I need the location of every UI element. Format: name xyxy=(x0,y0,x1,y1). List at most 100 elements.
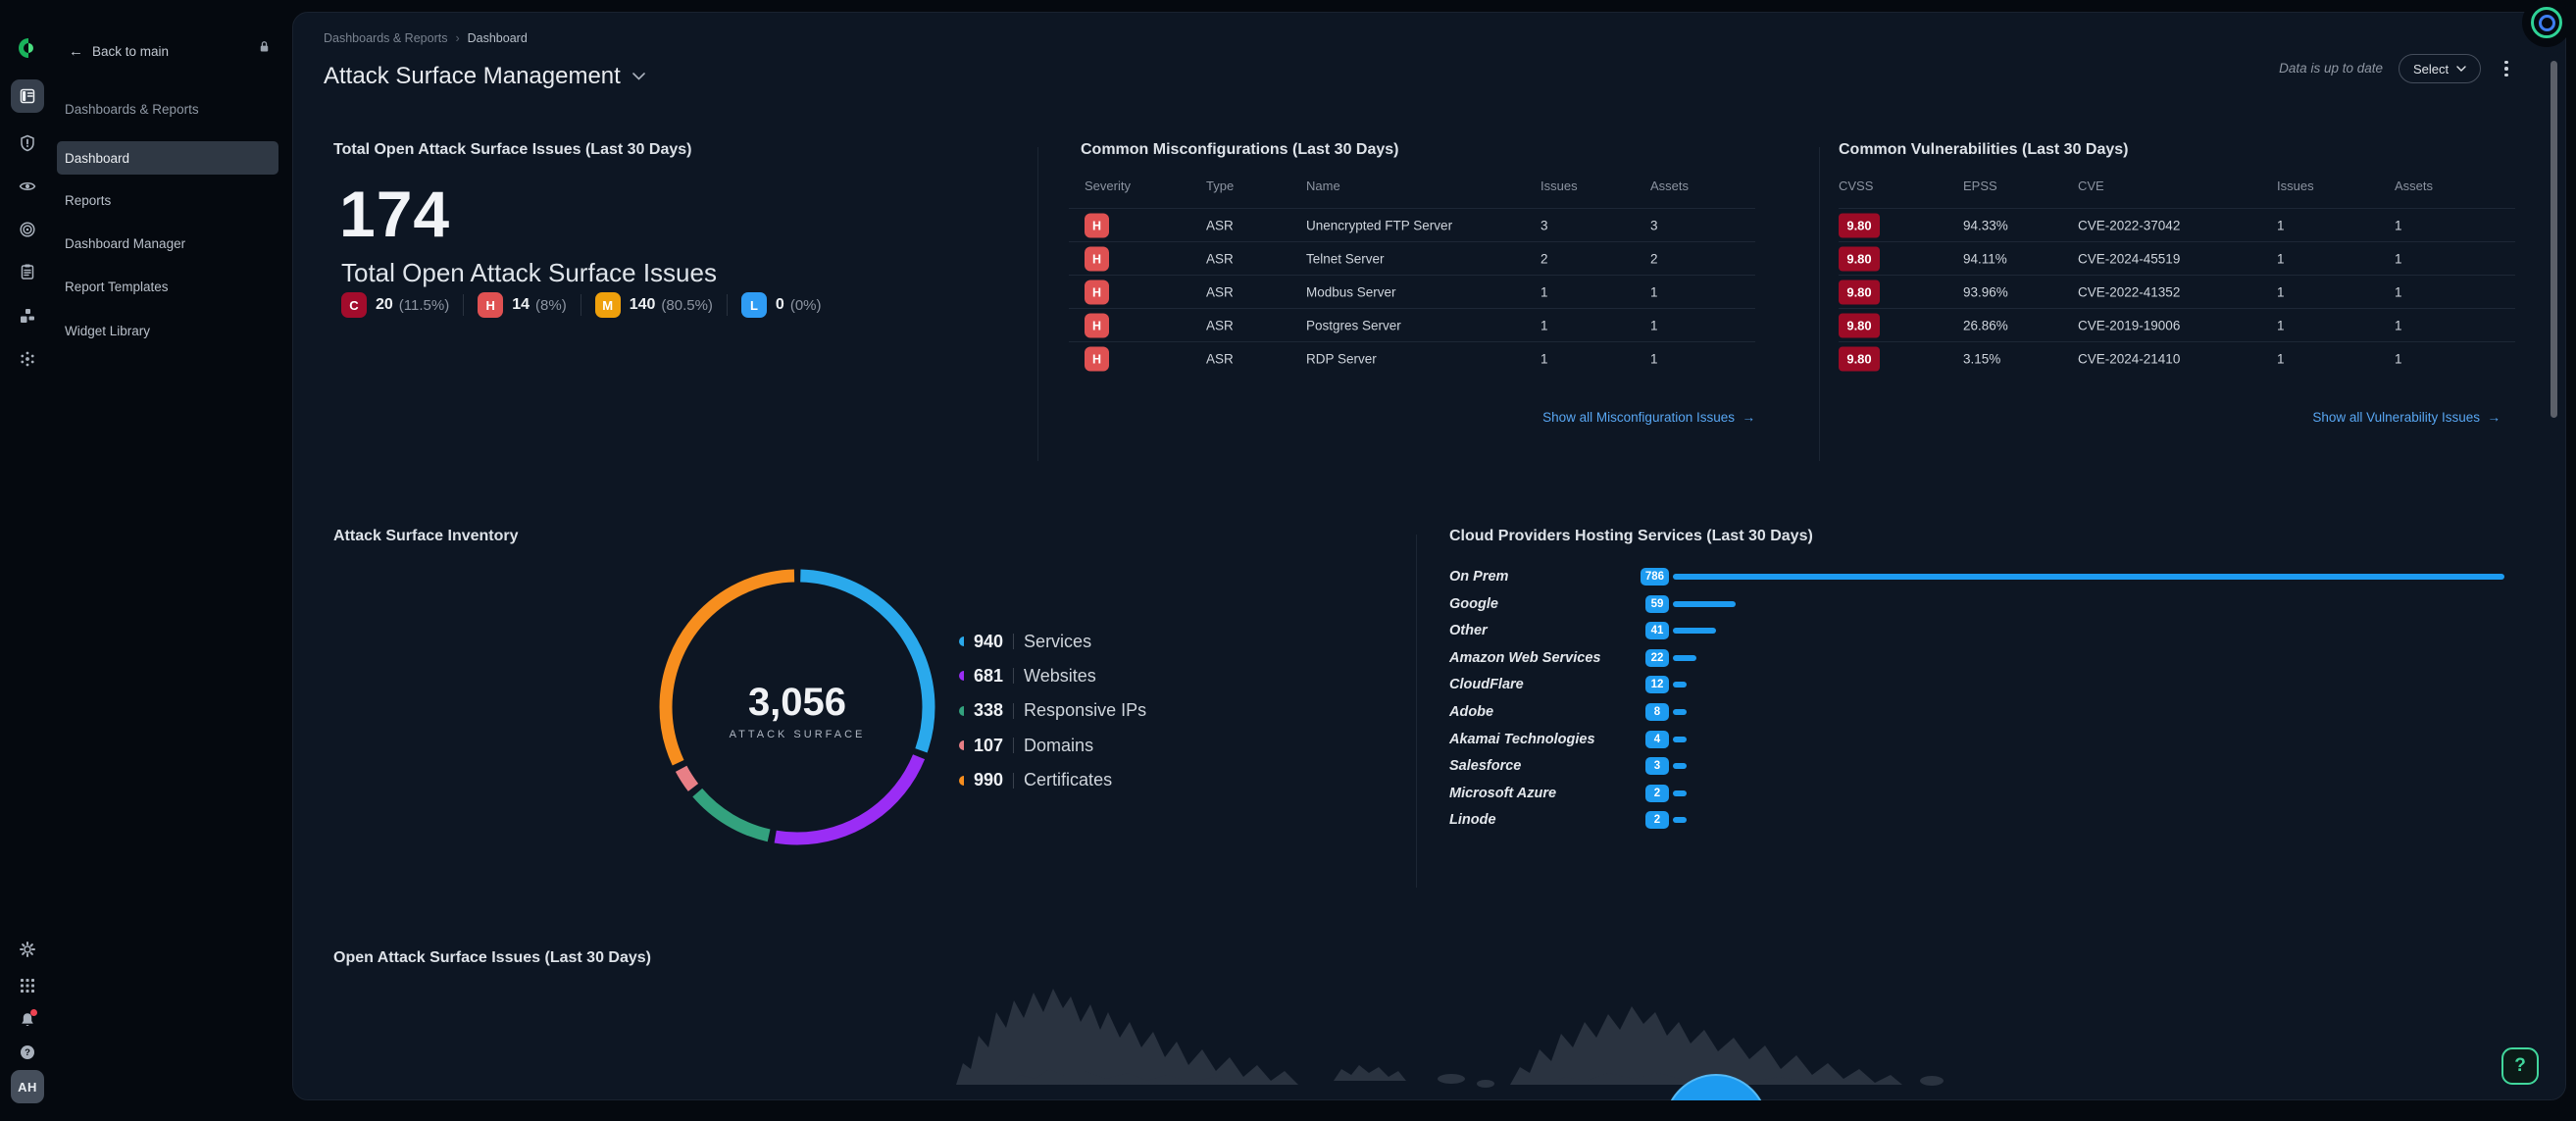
column-header: Issues xyxy=(1541,178,1578,193)
severity-badge: H xyxy=(1085,280,1109,305)
table-cell: 1 xyxy=(1541,284,1548,300)
legend-marker xyxy=(959,740,964,751)
notification-dot xyxy=(30,1009,37,1016)
rail-item-help-circle[interactable]: ? xyxy=(11,1036,44,1069)
scrollbar[interactable] xyxy=(2551,61,2557,418)
rail-item-gear[interactable] xyxy=(11,933,44,966)
back-to-main-link[interactable]: ← Back to main xyxy=(69,43,169,60)
table-row[interactable]: 9.80 94.33% CVE-2022-37042 1 1 xyxy=(1839,208,2515,242)
table-cell: 1 xyxy=(2277,284,2285,300)
cloud-provider-bar xyxy=(1673,600,1736,607)
cloud-provider-bar xyxy=(1673,790,1687,796)
donut-segment-certificates xyxy=(659,569,935,845)
table-cell: ASR xyxy=(1206,351,1234,367)
table-cell: 94.33% xyxy=(1963,218,2008,233)
help-circle-icon: ? xyxy=(19,1044,36,1061)
map-heading: Open Attack Surface Issues (Last 30 Days… xyxy=(333,949,651,966)
more-options-button[interactable] xyxy=(2498,57,2515,80)
rail-item-shield-alert[interactable] xyxy=(11,127,44,160)
sidebar-item-dashboard-manager[interactable]: Dashboard Manager xyxy=(57,227,278,260)
severity-badge: 9.80 xyxy=(1839,313,1880,338)
legend-value: 681 xyxy=(974,665,1004,686)
table-cell: 26.86% xyxy=(1963,318,2008,333)
table-row[interactable]: 9.80 93.96% CVE-2022-41352 1 1 xyxy=(1839,275,2515,309)
cloud-provider-row: Microsoft Azure 2 xyxy=(1449,781,2528,806)
sidebar-item-widget-library[interactable]: Widget Library xyxy=(57,314,278,347)
cloud-provider-count: 2 xyxy=(1645,811,1669,830)
cloud-provider-bar xyxy=(1673,682,1687,688)
gear-icon xyxy=(19,941,36,958)
legend-item-services: 940 Services xyxy=(959,628,1091,655)
help-button[interactable]: ? xyxy=(2501,1047,2539,1085)
cloud-provider-count: 4 xyxy=(1645,730,1669,748)
arrow-right-icon: → xyxy=(1742,410,1756,425)
rail-item-bell[interactable] xyxy=(11,1003,44,1037)
cloud-provider-count: 22 xyxy=(1645,648,1669,667)
rail-item-target[interactable] xyxy=(11,213,44,246)
sidebar-item-label: Dashboard xyxy=(65,150,130,166)
dashboard-title-dropdown[interactable]: Attack Surface Management xyxy=(324,63,645,90)
severity-badge: H xyxy=(1085,346,1109,372)
back-label: Back to main xyxy=(92,44,170,59)
table-cell: CVE-2024-21410 xyxy=(2078,351,2181,367)
rail-item-eye[interactable] xyxy=(11,170,44,203)
rail-item-apps-grid[interactable] xyxy=(11,969,44,1002)
cloud-provider-count: 41 xyxy=(1645,622,1669,640)
legend-value: 107 xyxy=(974,735,1004,755)
table-row[interactable]: 9.80 3.15% CVE-2024-21410 1 1 xyxy=(1839,341,2515,376)
severity-count: 0 xyxy=(775,296,784,313)
donut-center-value: 3,056 xyxy=(747,681,847,724)
table-row[interactable]: H ASR Postgres Server 1 1 xyxy=(1069,308,1755,342)
rail-item-network[interactable] xyxy=(11,342,44,376)
app-logo[interactable] xyxy=(17,36,40,60)
show-all-vulns-link[interactable]: Show all Vulnerability Issues → xyxy=(2312,410,2500,425)
severity-chip-l: L xyxy=(740,292,767,318)
severity-count: 14 xyxy=(512,296,530,313)
misconfig-section: Common Misconfigurations (Last 30 Days) … xyxy=(1069,137,1755,461)
select-dropdown[interactable]: Select xyxy=(2399,54,2482,83)
severity-percent: (80.5%) xyxy=(661,296,713,314)
show-all-misconfig-link[interactable]: Show all Misconfiguration Issues → xyxy=(1542,410,1755,425)
breadcrumb-item[interactable]: Dashboards & Reports xyxy=(324,31,448,45)
cloud-heading: Cloud Providers Hosting Services (Last 3… xyxy=(1449,528,1813,544)
legend-value: 940 xyxy=(974,631,1004,651)
chip-separator xyxy=(726,294,728,316)
severity-percent: (8%) xyxy=(535,296,567,314)
table-cell: RDP Server xyxy=(1306,351,1377,367)
section-divider xyxy=(1819,147,1820,461)
table-row[interactable]: H ASR RDP Server 1 1 xyxy=(1069,341,1755,376)
table-row[interactable]: H ASR Unencrypted FTP Server 3 3 xyxy=(1069,208,1755,242)
rail-item-clipboard[interactable] xyxy=(11,255,44,288)
table-cell: CVE-2022-41352 xyxy=(2078,284,2181,300)
sidebar-item-dashboard[interactable]: Dashboard xyxy=(57,141,278,175)
totals-subtitle: Total Open Attack Surface Issues xyxy=(341,258,717,287)
table-cell: ASR xyxy=(1206,284,1234,300)
severity-badge: 9.80 xyxy=(1839,246,1880,272)
cloud-provider-label: CloudFlare xyxy=(1449,677,1524,693)
table-row[interactable]: 9.80 94.11% CVE-2024-45519 1 1 xyxy=(1839,241,2515,276)
sidebar-item-reports[interactable]: Reports xyxy=(57,183,278,217)
cloud-provider-bar xyxy=(1673,654,1696,661)
table-cell: 2 xyxy=(1650,251,1658,267)
rail-item-widgets[interactable] xyxy=(11,299,44,332)
cloud-provider-count: 12 xyxy=(1645,676,1669,694)
cloud-provider-label: Google xyxy=(1449,595,1498,612)
legend-label: Certificates xyxy=(1024,770,1113,790)
legend-label: Responsive IPs xyxy=(1024,700,1147,721)
breadcrumb-item-current[interactable]: Dashboard xyxy=(467,31,528,45)
cloud-section: Cloud Providers Hosting Services (Last 3… xyxy=(1449,528,2528,900)
lock-icon[interactable] xyxy=(257,39,272,54)
table-row[interactable]: 9.80 26.86% CVE-2019-19006 1 1 xyxy=(1839,308,2515,342)
totals-value: 174 xyxy=(339,178,451,250)
sync-indicator xyxy=(2522,0,2571,47)
legend-divider xyxy=(1013,702,1015,719)
cloud-provider-bar xyxy=(1673,736,1687,742)
table-row[interactable]: H ASR Telnet Server 2 2 xyxy=(1069,241,1755,276)
sidebar-item-report-templates[interactable]: Report Templates xyxy=(57,270,278,303)
avatar[interactable]: AH xyxy=(11,1070,44,1103)
table-row[interactable]: H ASR Modbus Server 1 1 xyxy=(1069,275,1755,309)
rail-item-dashboard[interactable] xyxy=(11,79,44,113)
clipboard-icon xyxy=(19,263,36,280)
bell-icon xyxy=(19,1009,37,1029)
legend-marker xyxy=(959,705,964,716)
